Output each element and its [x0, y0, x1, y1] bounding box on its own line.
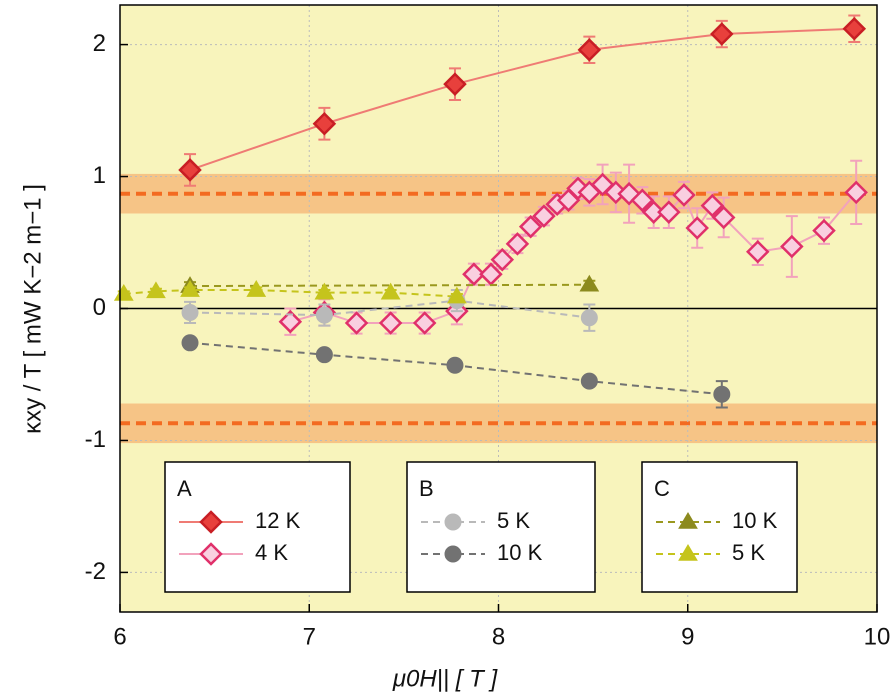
y-axis-label: κxy / T [ mW K−2 m−1 ] — [19, 184, 46, 434]
data-point — [518, 214, 543, 239]
x-tick-label: 9 — [681, 623, 694, 650]
legend-marker — [678, 544, 698, 561]
x-tick-label: 8 — [492, 623, 505, 650]
plot-frame — [119, 4, 878, 613]
legend-label: 4 K — [255, 540, 288, 565]
data-point — [181, 334, 199, 352]
data-point — [577, 38, 602, 62]
legend-marker — [199, 510, 223, 534]
legend-title: C — [654, 476, 670, 501]
legend-box — [164, 461, 351, 593]
data-point — [842, 16, 867, 41]
x-tick-label: 10 — [864, 623, 891, 650]
series — [278, 159, 868, 336]
data-point — [315, 306, 333, 324]
data-point — [580, 309, 598, 327]
y-tick-label: 0 — [93, 294, 106, 321]
data-point — [146, 281, 166, 299]
data-point — [505, 232, 530, 256]
data-point — [711, 205, 736, 230]
x-tick-label: 6 — [113, 623, 126, 650]
data-point — [462, 262, 486, 286]
data-point — [685, 216, 709, 240]
y-tick-label: -1 — [85, 426, 106, 453]
data-point — [446, 286, 467, 304]
legend-label: 12 K — [255, 508, 301, 533]
x-axis-label: μ0H|| [ T ] — [392, 665, 499, 692]
data-point — [412, 311, 437, 335]
data-point — [344, 311, 369, 335]
legend: B 5 K 10 K — [406, 461, 596, 593]
data-point — [710, 22, 734, 46]
legend: C 10 K 5 K — [641, 461, 798, 593]
data-point — [713, 385, 731, 403]
data-point — [630, 188, 655, 213]
legend-label: 10 K — [497, 540, 543, 565]
legend-box — [406, 461, 596, 593]
data-point — [443, 72, 467, 96]
data-point — [278, 309, 303, 334]
series — [181, 334, 731, 409]
data-point — [181, 303, 199, 321]
data-point — [579, 274, 600, 292]
legend-marker — [444, 545, 462, 563]
legend-title: B — [419, 476, 434, 501]
data-point — [657, 200, 681, 224]
legend-label: 10 K — [732, 508, 778, 533]
data-point — [641, 200, 666, 224]
legend-label: 5 K — [497, 508, 530, 533]
legend-box — [641, 461, 798, 593]
legend-marker — [678, 512, 698, 529]
y-tick-label: 2 — [93, 30, 106, 57]
data-point — [315, 346, 333, 364]
x-tick-label: 7 — [303, 623, 316, 650]
legend-marker — [199, 542, 223, 566]
y-tick-label: -2 — [85, 558, 106, 585]
data-point — [314, 282, 335, 300]
data-point — [746, 239, 770, 264]
data-point — [312, 111, 337, 136]
data-point — [490, 247, 515, 272]
legend: A 12 K 4 K — [164, 461, 351, 593]
data-point — [780, 234, 804, 259]
data-point — [672, 183, 696, 207]
data-point — [844, 180, 868, 205]
data-point — [532, 204, 556, 228]
data-point — [178, 158, 202, 182]
legend-title: A — [177, 476, 192, 501]
series-line — [189, 27, 855, 171]
data-point — [812, 218, 836, 243]
data-point — [700, 193, 725, 218]
y-tick-label: 1 — [93, 162, 106, 189]
legend-marker — [444, 513, 462, 531]
data-point — [180, 280, 200, 297]
data-point — [380, 282, 401, 300]
data-point — [446, 356, 464, 374]
series — [178, 14, 867, 187]
legend-label: 5 K — [732, 540, 765, 565]
data-point — [246, 280, 267, 297]
data-point — [580, 372, 598, 390]
data-point — [378, 311, 403, 335]
